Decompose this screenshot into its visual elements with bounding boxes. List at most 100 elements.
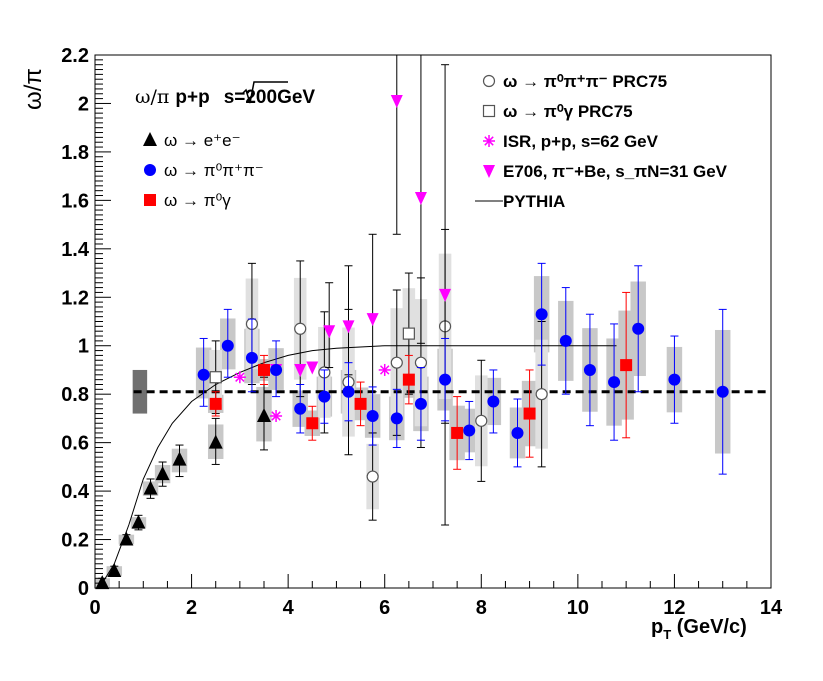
data-point — [511, 426, 524, 439]
x-tick-label: 4 — [283, 597, 295, 619]
legend-left: ω → e⁺e⁻ ω → π⁰π⁺π⁻ ω → π⁰γ — [143, 131, 264, 210]
data-point — [197, 368, 210, 381]
data-point — [155, 466, 170, 481]
x-tick-label: 10 — [567, 597, 589, 619]
data-point — [414, 397, 427, 410]
data-point — [366, 409, 379, 422]
data-point — [354, 397, 367, 410]
data-point — [366, 470, 379, 483]
legend-label: ω → π⁰π⁺π⁻ — [164, 161, 264, 180]
pythia-curve — [101, 345, 617, 584]
y-tick-label: 0 — [78, 578, 89, 600]
data-point — [439, 288, 452, 302]
data-point — [559, 334, 572, 347]
data-point — [208, 434, 223, 449]
data-point — [342, 385, 355, 398]
data-point — [306, 417, 319, 430]
data-point — [583, 363, 596, 376]
data-point — [390, 412, 403, 425]
data-point — [716, 385, 729, 398]
data-point — [221, 339, 234, 352]
x-tick-label: 2 — [186, 597, 197, 619]
y-tick-label: 2 — [78, 93, 89, 115]
x-tick-label: 6 — [379, 597, 390, 619]
x-axis-label: pT (GeV/c) — [651, 616, 747, 642]
data-point — [270, 409, 283, 422]
data-point — [209, 371, 222, 384]
data-point — [233, 371, 246, 384]
data-point — [318, 390, 331, 403]
data-point — [119, 531, 134, 546]
data-point — [463, 424, 476, 437]
x-tick-label: 0 — [89, 597, 100, 619]
legend-label: ω → π⁰γ PRC75 — [503, 102, 633, 121]
legend-marker — [482, 104, 496, 118]
y-tick-label: 0.4 — [61, 481, 90, 503]
data-point — [294, 322, 307, 335]
x-tick-label: 12 — [663, 597, 685, 619]
data-point — [402, 373, 415, 386]
data-point — [608, 376, 621, 389]
star-stroke — [379, 365, 390, 375]
data-point — [107, 563, 122, 578]
data-point — [414, 191, 427, 205]
legend-marker — [144, 194, 156, 206]
data-point — [270, 363, 283, 376]
y-tick-label: 1.8 — [61, 142, 89, 164]
legend-label: ω → π⁰π⁺π⁻ PRC75 — [503, 72, 667, 91]
data-point — [439, 373, 452, 386]
data-point — [632, 322, 645, 335]
data-point — [402, 327, 415, 340]
plot-title: ω/π p+p s=200GeV — [135, 86, 315, 108]
legend-label: ω → π⁰γ — [164, 191, 231, 210]
reference-lines — [101, 345, 767, 584]
data-point — [487, 395, 500, 408]
y-tick-label: 1 — [78, 336, 89, 358]
data-point — [451, 426, 464, 439]
star-stroke — [271, 411, 281, 421]
y-axis-label: ω/π — [20, 68, 47, 110]
data-point — [143, 480, 158, 495]
data-point — [390, 95, 403, 109]
legend-marker — [144, 164, 156, 176]
systematic-bands — [94, 253, 731, 588]
data-point — [523, 407, 536, 420]
star-stroke — [235, 372, 245, 382]
legend-label: ISR, p+p, s=62 GeV — [503, 132, 659, 151]
y-tick-label: 0.8 — [61, 384, 89, 406]
legend-marker — [483, 165, 495, 178]
data-point — [378, 363, 391, 376]
data-point — [414, 356, 428, 369]
y-tick-label: 1.4 — [61, 239, 90, 261]
data-points — [95, 54, 729, 590]
x-tick-label: 14 — [760, 597, 783, 619]
legend-label: ω → e⁺e⁻ — [164, 131, 241, 150]
legend-marker — [483, 135, 495, 147]
data-point — [306, 361, 319, 375]
y-tick-label: 0.2 — [61, 530, 89, 552]
y-tick-label: 0.6 — [61, 433, 89, 455]
y-tick-label: 1.6 — [61, 190, 89, 212]
y-tick-label: 1.2 — [61, 287, 89, 309]
x-tick-label: 8 — [476, 597, 487, 619]
data-point — [535, 308, 548, 321]
legend-marker — [143, 132, 157, 146]
data-point — [131, 514, 146, 529]
sqrt-symbol — [242, 81, 288, 104]
data-point — [475, 414, 488, 427]
legend-right: ω → π⁰π⁺π⁻ PRC75 ω → π⁰γ PRC75 ISR, p+p, s… — [475, 72, 728, 211]
data-point — [257, 407, 271, 422]
legend-marker — [482, 74, 496, 88]
data-point — [668, 373, 681, 386]
data-point — [366, 313, 379, 327]
axes: 0 2 4 6 8 10 12 14 0 0.2 0.4 0.6 0.8 1 1.2 1.4 1.6 1.8 2 2.… — [61, 45, 783, 619]
data-point — [323, 325, 336, 339]
data-point — [294, 402, 307, 415]
data-point — [294, 363, 307, 377]
legend-label: PYTHIA — [503, 192, 565, 211]
data-point — [258, 363, 270, 376]
legend-label: E706, π⁻+Be, s_πN=31 GeV — [503, 162, 728, 181]
star-stroke — [484, 136, 494, 146]
data-point — [342, 320, 355, 334]
